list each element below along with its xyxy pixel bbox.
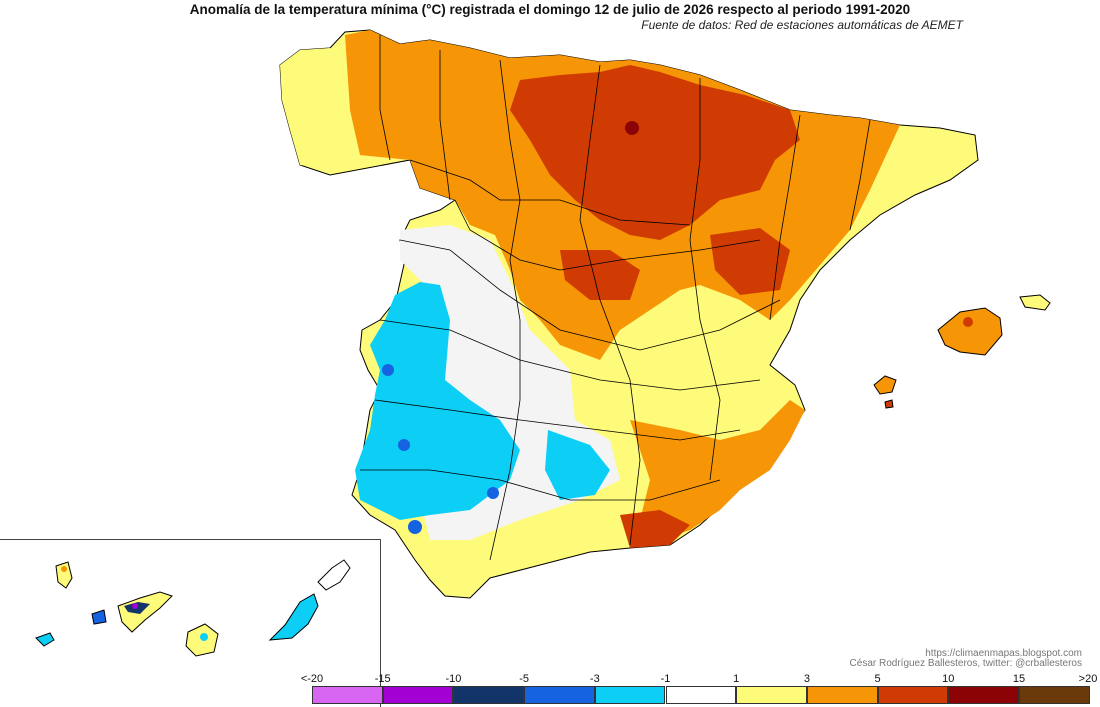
anomaly-zone-cyan-east bbox=[545, 430, 610, 500]
canary-islands-inset bbox=[35, 559, 351, 657]
legend-tick-label: >20 bbox=[1078, 673, 1098, 685]
legend-tick-label: <-20 bbox=[300, 673, 324, 685]
data-source: Fuente de datos: Red de estaciones autom… bbox=[641, 18, 963, 32]
legend-tick-label: 10 bbox=[942, 673, 955, 685]
legend-swatch bbox=[877, 686, 949, 704]
island-tenerife bbox=[117, 591, 173, 633]
legend-swatch bbox=[665, 686, 737, 704]
credit-author: César Rodríguez Ballesteros, twitter: @c… bbox=[849, 658, 1082, 669]
anomaly-zone-southwest-cyan bbox=[355, 282, 520, 520]
legend-swatch bbox=[948, 686, 1019, 704]
island-fuerteventura bbox=[268, 593, 319, 641]
island-formentera bbox=[884, 399, 894, 409]
legend-swatch bbox=[1019, 686, 1090, 704]
anomaly-spot-tenerife-magenta bbox=[132, 603, 138, 609]
legend-swatch bbox=[312, 686, 383, 704]
legend-swatch bbox=[736, 686, 807, 704]
legend-tick-label: -3 bbox=[589, 673, 600, 685]
island-ibiza bbox=[873, 375, 897, 395]
anomaly-spot-blue-4 bbox=[487, 487, 499, 499]
legend-tick-label: 1 bbox=[733, 673, 740, 685]
canary-inset-frame bbox=[0, 539, 381, 707]
anomaly-zone-southeast-orange bbox=[630, 400, 805, 540]
legend-tick-label: -10 bbox=[445, 673, 462, 685]
anomaly-spot-mallorca bbox=[963, 317, 973, 327]
legend-swatch bbox=[594, 686, 666, 704]
legend-tick-label: 15 bbox=[1012, 673, 1026, 685]
map-title: Anomalía de la temperatura mínima (°C) r… bbox=[189, 2, 911, 17]
anomaly-spot-blue-2 bbox=[382, 364, 394, 376]
legend-tick-label: -15 bbox=[374, 673, 391, 685]
legend-swatch bbox=[524, 686, 595, 704]
island-la-gomera bbox=[91, 609, 107, 625]
anomaly-spot-maroon bbox=[625, 121, 639, 135]
legend-tick-label: -1 bbox=[660, 673, 671, 685]
anomaly-spot-la-palma bbox=[61, 566, 67, 572]
anomaly-spot-blue-3 bbox=[408, 520, 422, 534]
credit-url: https://climaenmapas.blogspot.com bbox=[925, 648, 1082, 659]
island-el-hierro bbox=[35, 632, 55, 647]
anomaly-zone-galicia-yellow bbox=[280, 48, 350, 170]
color-legend: <-20 -15 -10 -5 -3 -1 1 3 5 10 15 >20 bbox=[301, 673, 1097, 704]
anomaly-spot-gran-canaria bbox=[200, 633, 208, 641]
island-mallorca bbox=[937, 307, 1003, 356]
anomaly-spot-blue-1 bbox=[398, 439, 410, 451]
island-menorca bbox=[1019, 294, 1051, 311]
anomaly-spot-red-center bbox=[560, 250, 640, 300]
island-la-palma bbox=[55, 561, 73, 589]
anomaly-zone-northeast-red bbox=[510, 65, 800, 240]
legend-tick-label: 5 bbox=[874, 673, 881, 685]
legend-swatch bbox=[806, 686, 878, 704]
island-lanzarote bbox=[317, 559, 351, 591]
legend-swatch bbox=[382, 686, 454, 704]
province-borders bbox=[360, 35, 871, 561]
legend-tick-label: 3 bbox=[803, 673, 810, 685]
legend-swatch bbox=[453, 686, 525, 704]
legend-tick-label: -5 bbox=[519, 673, 529, 685]
anomaly-spot-red-southeast bbox=[620, 510, 690, 548]
